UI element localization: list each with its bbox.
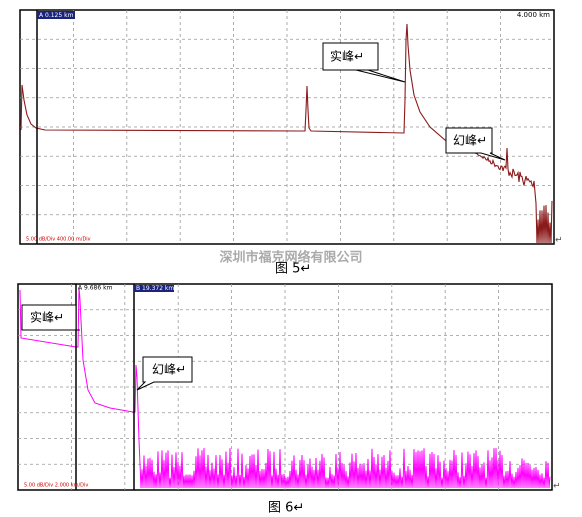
figure-6: A 9.686 km B 19.372 km 5.00 dB/Div 2.000… (17, 283, 561, 492)
cursor-label-bg (37, 11, 75, 19)
grid (18, 284, 552, 490)
callout-text: 幻峰↵ (152, 363, 186, 377)
cursor-label: A 9.686 km (78, 285, 113, 292)
trace (20, 23, 553, 245)
callout (21, 304, 80, 331)
callout-text: 实峰↵ (30, 310, 64, 325)
watermark: 深圳市福克网络有限公司 (219, 250, 362, 266)
callout (322, 42, 406, 83)
cursor-label-bg (134, 285, 174, 292)
caption: 图 6↵ (268, 501, 304, 516)
trace (19, 286, 551, 489)
grid (20, 10, 554, 244)
paragraph-mark: ↵ (555, 236, 563, 246)
callout (136, 356, 193, 391)
range-label: 4.000 km (517, 11, 550, 19)
caption: 图 5↵ (275, 262, 311, 277)
cursor-label: B 19.372 km (136, 285, 174, 292)
callout-text: 实峰↵ (330, 49, 364, 64)
figure-5: A 0.125 km 4.000 km 5.00 dB/Div 400.00 m… (19, 9, 563, 246)
callout (445, 127, 506, 161)
cursor-label: A 0.125 km (39, 12, 74, 19)
paragraph-mark: ↵ (553, 482, 561, 492)
scale-label: 5.00 dB/Div 400.00 m/Div (26, 237, 91, 243)
scale-label: 5.00 dB/Div 2.000 km/Div (24, 483, 88, 489)
callout-text: 幻峰↵ (453, 134, 487, 148)
